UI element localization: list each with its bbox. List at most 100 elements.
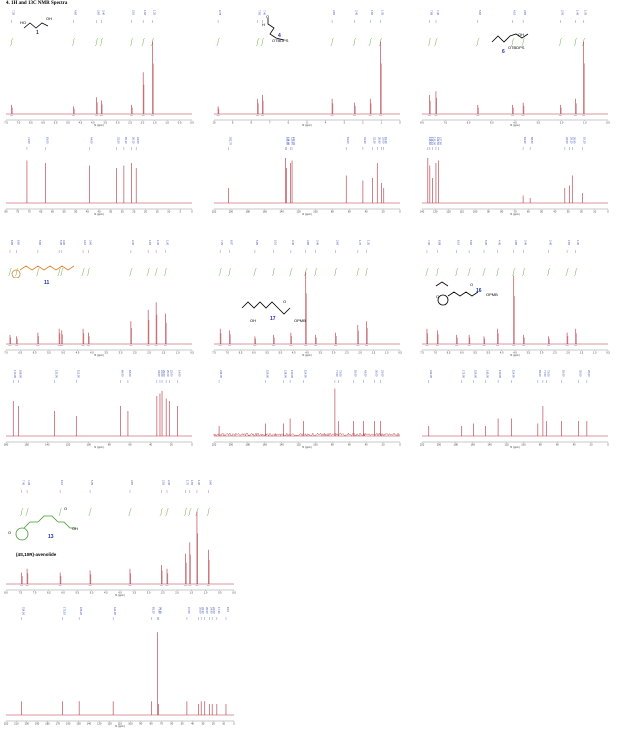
x-tick-label: 190 (35, 722, 40, 726)
x-axis-label: f1 (ppm) (302, 123, 312, 127)
x-tick-label: 2 (362, 121, 364, 125)
group-label: O (470, 282, 473, 287)
x-tick-label: 200 (437, 443, 442, 447)
x-axis-label: f1 (ppm) (94, 123, 104, 127)
x-tick-label: 2.0 (560, 121, 564, 125)
peak-label: 1.70 (186, 480, 190, 486)
integral-curve (356, 268, 359, 276)
peak-label: 17.30 (217, 607, 221, 614)
peak-label: 3.65 (332, 10, 336, 16)
peak-label: 3.60 (97, 10, 101, 16)
x-tick-label: 10 (167, 210, 170, 214)
x-tick-label: 0.0 (606, 121, 610, 125)
spectrum-panel-1H-11: 6.85 6.60 5.80 5.00 4.90 4.10 3.90 2.30 1.65 1.35… (4, 238, 194, 356)
x-tick-label: 5.0 (61, 351, 65, 355)
x-tick-label: 220 (212, 443, 217, 447)
peak-label: 3.40 (101, 10, 105, 16)
peak-label: 173.10 (62, 607, 66, 615)
integral-curve (574, 268, 577, 276)
x-tick-label: 80 (500, 210, 503, 214)
bond (12, 270, 20, 278)
peak-label: 47.50 (187, 607, 191, 614)
x-tick-label: 120 (504, 443, 509, 447)
x-tick-label: 7.5 (420, 351, 424, 355)
integral-curve (89, 508, 92, 516)
x-tick-label: 3.0 (116, 121, 120, 125)
peak-label: 7.26 (27, 480, 31, 486)
peak-label: 145.00 (485, 370, 489, 378)
peak-label: 19.20 (582, 137, 586, 144)
peak-label: 7.68 (429, 10, 433, 16)
group-label: OH (72, 526, 78, 531)
x-tick-label: 180 (246, 443, 251, 447)
x-tick-label: 160 (263, 210, 268, 214)
spectrum-panel-13C-16: 212.00 173.00 159.00 145.00 130.00 114.00 83.0… (420, 368, 610, 448)
peak-label: 30.00 (375, 370, 379, 377)
spectrum-13C-13: 214.50 173.10 156.20 121.90 83.30 77.2076.20 4… (4, 605, 236, 727)
x-axis-label: f1 (ppm) (302, 445, 312, 449)
integral-curve (130, 38, 133, 46)
group-label: OPMB (294, 318, 306, 323)
x-tick-label: 0.0 (190, 121, 194, 125)
structure-16 (432, 280, 482, 310)
peak-label: 29.30 (124, 137, 128, 144)
peak-label: 202.70 (229, 137, 233, 145)
x-tick-label: 3.0 (540, 351, 544, 355)
x-tick-label: 7.0 (443, 121, 447, 125)
peak-label: 32.50 (565, 137, 569, 144)
integral-curve (547, 268, 550, 276)
x-tick-label: 80 (331, 210, 334, 214)
bond (448, 292, 478, 296)
x-tick-label: 0.5 (218, 591, 222, 595)
x-tick-label: 50 (181, 722, 184, 726)
peak-label: 63.90 (523, 137, 527, 144)
peak-label: 1.65 (148, 240, 152, 246)
x-tick-label: 5.0 (487, 351, 491, 355)
x-tick-label: 100 (87, 443, 92, 447)
x-tick-label: 8.0 (420, 121, 424, 125)
x-tick-label: 7.5 (4, 121, 8, 125)
x-axis-label: f1 (ppm) (510, 445, 520, 449)
x-tick-label: 160 (263, 443, 268, 447)
x-tick-label: 0.5 (190, 351, 194, 355)
integral-curve (219, 268, 222, 276)
compound-label-4: 4 (278, 33, 281, 39)
x-tick-label: 1.5 (580, 351, 584, 355)
bond (24, 23, 48, 28)
x-tick-label: 80 (108, 443, 111, 447)
x-tick-label: 120 (107, 722, 112, 726)
x-tick-label: 5.0 (279, 351, 283, 355)
x-tick-label: 0 (399, 443, 401, 447)
x-tick-label: 4.5 (500, 351, 504, 355)
spectrum-13C-6: 135.60134.10 132.00 129.50 127.60 63.90 58.60… (420, 135, 610, 215)
peak-label: 2.30 (131, 240, 135, 246)
peak-label: 3.90 (88, 240, 92, 246)
peak-label: 3.80 (514, 240, 518, 246)
peak-label: 168.00 (18, 370, 22, 378)
integral-curve (428, 38, 431, 46)
x-tick-label: 180 (454, 443, 459, 447)
x-tick-label: 2.0 (566, 351, 570, 355)
x-tick-label: 6.0 (61, 591, 65, 595)
x-tick-label: 20 (170, 443, 173, 447)
peak-label: 7.26 (12, 10, 16, 16)
peak-label: 43.90 (363, 137, 367, 144)
peak-label: 1.60 (143, 10, 147, 16)
integral-curve (369, 38, 372, 46)
x-tick-label: 40 (365, 443, 368, 447)
peak-label: 4.60 (73, 10, 77, 16)
peak-label: 1.30 (197, 480, 201, 486)
peak-label: 3.65 (523, 10, 527, 16)
x-tick-label: 6.5 (19, 351, 23, 355)
integral-curve (455, 268, 458, 276)
compound-label-16: 16 (476, 288, 482, 294)
x-tick-label: 35 (109, 210, 112, 214)
x-tick-label: 120 (296, 443, 301, 447)
spectrum-1H-6: 7.68 7.40 5.60 4.10 3.65 2.05 1.40 1.058.0 7.0 6.… (420, 8, 610, 126)
peak-label: 6.60 (17, 240, 21, 246)
x-tick-label: 6.0 (460, 351, 464, 355)
x-tick-label: 6.0 (41, 121, 45, 125)
x-tick-label: 220 (4, 722, 9, 726)
x-tick-label: 6 (288, 121, 290, 125)
peak-label: 55.00 (562, 370, 566, 377)
